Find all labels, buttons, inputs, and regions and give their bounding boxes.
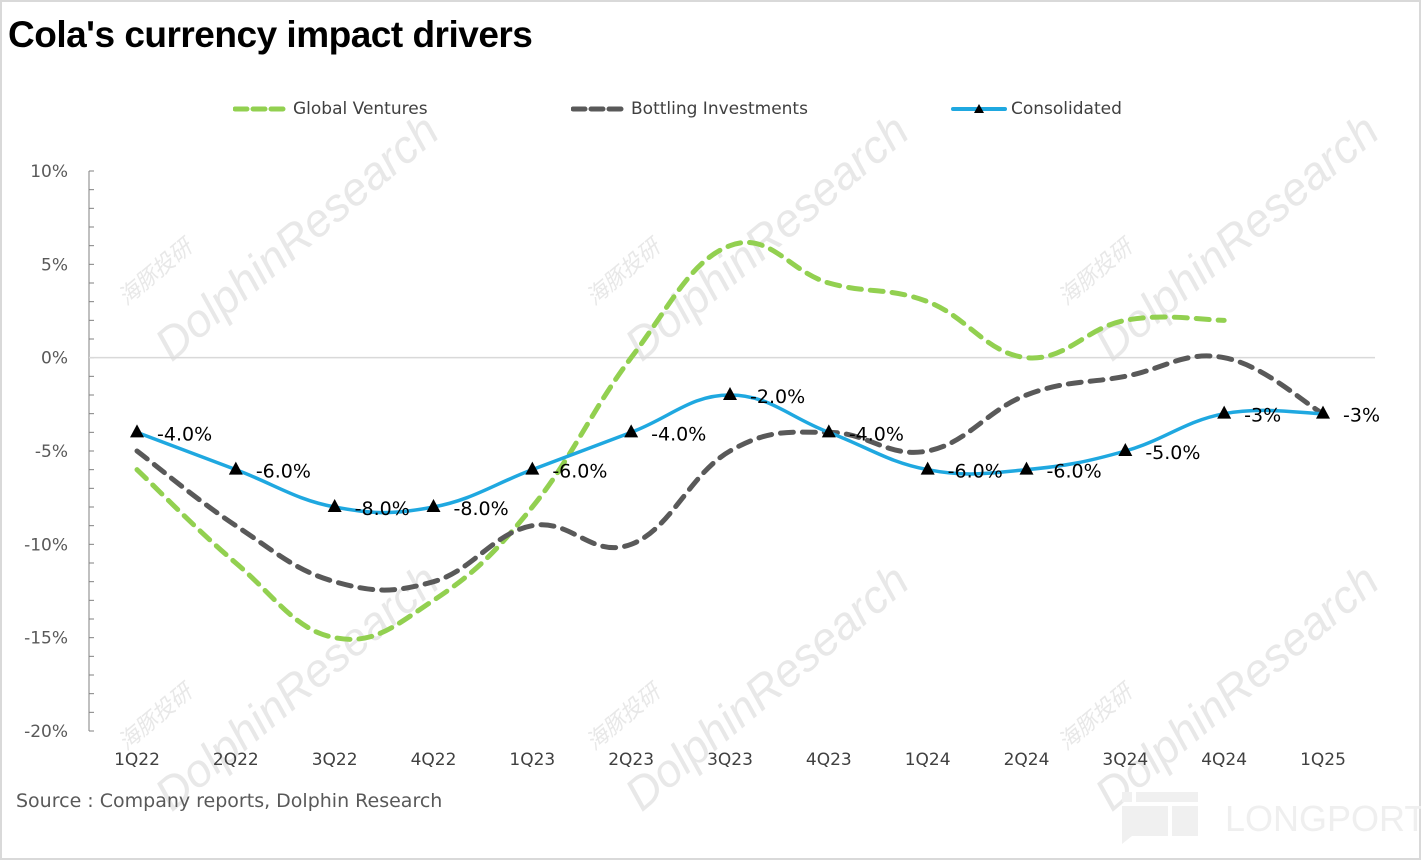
x-tick-label: 1Q25 <box>1300 750 1346 770</box>
data-point-marker <box>920 461 935 475</box>
data-point-marker <box>130 424 144 438</box>
y-tick-label: -15% <box>24 629 68 649</box>
data-label: -8.0% <box>454 498 509 520</box>
x-tick-label: 3Q22 <box>312 750 358 770</box>
data-label: -3% <box>1244 405 1281 427</box>
data-point-marker <box>525 461 540 475</box>
data-point-marker <box>1217 405 1232 419</box>
data-point-marker <box>624 424 639 438</box>
data-point-marker <box>327 499 342 512</box>
x-tick-label: 4Q22 <box>411 750 457 770</box>
x-tick-label: 3Q23 <box>707 750 753 770</box>
data-label: -4.0% <box>651 423 706 445</box>
y-tick-label: -20% <box>24 722 68 742</box>
source-note: Source : Company reports, Dolphin Resear… <box>16 790 443 812</box>
data-point-marker <box>723 387 737 400</box>
x-tick-label: 4Q23 <box>806 750 852 770</box>
x-tick-label: 2Q22 <box>213 750 259 770</box>
series-line-bottling-investments <box>134 353 1326 593</box>
chart-title: Cola's currency impact drivers <box>8 14 533 55</box>
data-label: -6.0% <box>552 461 607 483</box>
legend-item-global-ventures: Global Ventures <box>233 96 428 122</box>
legend-label-consolidated: Consolidated <box>1011 99 1122 119</box>
legend-label-global-ventures: Global Ventures <box>293 99 428 119</box>
data-label: -3% <box>1343 405 1380 427</box>
y-tick-label: 0% <box>41 349 68 369</box>
data-label: -6.0% <box>256 461 311 483</box>
data-label: -4.0% <box>157 423 212 445</box>
data-point-marker <box>1118 443 1133 456</box>
legend-swatch-global-ventures <box>233 106 289 112</box>
x-tick-label: 1Q22 <box>114 750 160 770</box>
legend-item-bottling-investments: Bottling Investments <box>571 96 808 122</box>
data-point-marker <box>1316 405 1330 419</box>
data-point-marker <box>426 499 441 512</box>
legend-swatch-consolidated <box>951 104 1007 113</box>
data-label: -2.0% <box>750 386 805 408</box>
x-tick-label: 3Q24 <box>1102 750 1148 770</box>
y-tick-label: 5% <box>41 255 68 275</box>
legend-item-consolidated: Consolidated <box>951 96 1122 122</box>
legend-swatch-bottling-investments <box>571 106 627 112</box>
data-point-marker <box>1019 461 1034 475</box>
data-point-marker <box>821 424 836 438</box>
data-label: -6.0% <box>1047 461 1102 483</box>
y-tick-label: -5% <box>35 442 68 462</box>
data-point-marker <box>228 461 243 475</box>
data-label: -5.0% <box>1145 442 1200 464</box>
y-tick-label: 10% <box>30 162 68 182</box>
x-tick-label: 2Q23 <box>608 750 654 770</box>
y-tick-label: -10% <box>24 535 68 555</box>
x-tick-label: 1Q23 <box>509 750 555 770</box>
data-label: -4.0% <box>849 423 904 445</box>
data-label: -6.0% <box>948 461 1003 483</box>
triangle-marker-icon <box>974 104 984 113</box>
x-tick-label: 4Q24 <box>1201 750 1247 770</box>
x-tick-label: 2Q24 <box>1004 750 1050 770</box>
x-tick-label: 1Q24 <box>905 750 951 770</box>
legend-label-bottling-investments: Bottling Investments <box>631 99 808 119</box>
series-line-global-ventures <box>134 239 1227 642</box>
data-label: -8.0% <box>355 498 410 520</box>
